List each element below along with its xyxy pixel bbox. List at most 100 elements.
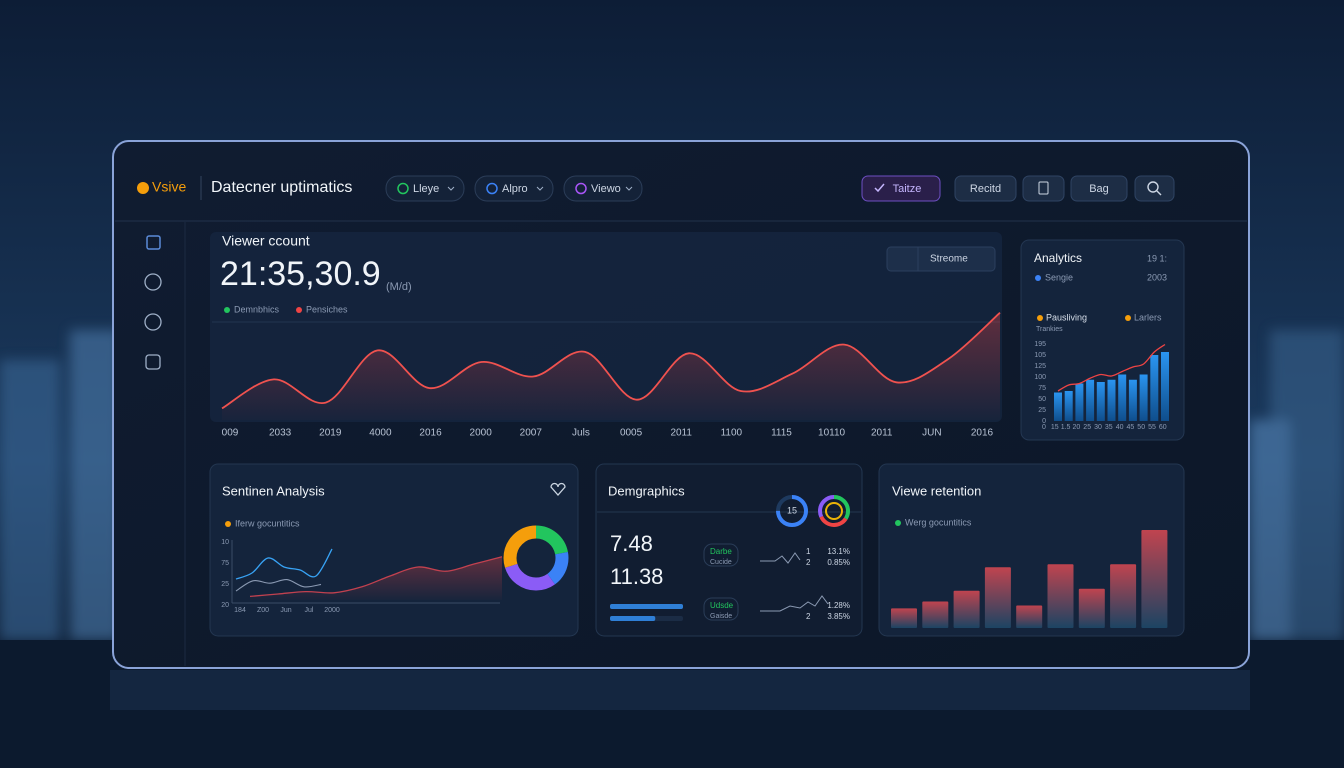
app-title: Datecner uptimatics bbox=[211, 179, 352, 196]
nav-icon[interactable] bbox=[144, 313, 162, 331]
row-label: Udsde bbox=[710, 601, 734, 610]
y-tick-label: 10 bbox=[221, 539, 229, 546]
corner-label: 19 1: bbox=[1147, 253, 1167, 263]
x-tick-label: 60 bbox=[1159, 424, 1167, 431]
x-tick-label: 20 bbox=[1073, 424, 1081, 431]
donut-segment bbox=[503, 525, 569, 591]
area bbox=[250, 556, 502, 600]
action-button[interactable] bbox=[1070, 175, 1128, 202]
doc-icon bbox=[1038, 181, 1049, 195]
y-tick-label: 105 bbox=[1034, 352, 1046, 359]
x-tick-label: 4000 bbox=[369, 428, 392, 439]
bar bbox=[1139, 374, 1148, 421]
bar bbox=[1064, 391, 1073, 421]
y-tick-label: 75 bbox=[221, 560, 229, 567]
row-label: Darbe bbox=[710, 547, 732, 556]
bar bbox=[953, 590, 980, 628]
bar bbox=[1054, 392, 1062, 421]
sidebar bbox=[144, 235, 162, 370]
nav-icon[interactable] bbox=[145, 354, 161, 370]
x-tick-label: 15 bbox=[1051, 424, 1059, 431]
gray-line bbox=[235, 579, 322, 592]
x-tick-label: 2016 bbox=[419, 428, 442, 439]
area-line bbox=[249, 556, 503, 598]
y-tick-label: 25 bbox=[1038, 407, 1046, 414]
viewer-count-value: 21:35,30.9 bbox=[220, 255, 381, 293]
row-stat: 0.85% bbox=[827, 558, 850, 567]
bar bbox=[1141, 530, 1168, 628]
x-tick-label: Z00 bbox=[257, 607, 269, 614]
dropdown[interactable] bbox=[886, 246, 996, 272]
x-tick-label: 009 bbox=[222, 428, 239, 439]
legend-label: Iferw gocuntitics bbox=[235, 518, 300, 528]
dropdown-label: Streome bbox=[930, 254, 968, 265]
donut-segment bbox=[503, 525, 569, 591]
line-area bbox=[222, 312, 1000, 420]
check-icon bbox=[874, 183, 885, 193]
nav-icon[interactable] bbox=[146, 235, 161, 250]
panel-title: Viewer ccount bbox=[222, 233, 310, 249]
metric: 11.38 bbox=[610, 564, 663, 589]
progress-bar bbox=[610, 604, 683, 609]
favorite-icon[interactable] bbox=[550, 482, 566, 496]
x-tick-label: 45 bbox=[1127, 424, 1135, 431]
bar bbox=[984, 567, 1011, 628]
x-tick-label: 25 bbox=[1083, 424, 1091, 431]
legend-dot bbox=[1037, 315, 1043, 321]
bar bbox=[891, 608, 917, 628]
x-tick-label: 2000 bbox=[470, 428, 493, 439]
sparkline bbox=[760, 552, 801, 564]
nav-icon[interactable] bbox=[144, 273, 162, 291]
legend: Demnbhics Pensiches bbox=[224, 304, 348, 314]
action-button[interactable] bbox=[861, 175, 941, 202]
donut-segment bbox=[503, 525, 569, 591]
y-tick-label: 50 bbox=[1038, 396, 1046, 403]
city-blur bbox=[0, 330, 1344, 640]
bar bbox=[1075, 383, 1084, 421]
row-stat: 1.28% bbox=[827, 601, 850, 610]
filter-dropdown[interactable] bbox=[385, 175, 465, 202]
x-tick-label: 1.5 bbox=[1061, 424, 1071, 431]
line bbox=[221, 312, 1001, 410]
brand: Vsive bbox=[152, 179, 186, 195]
action-button[interactable] bbox=[954, 175, 1017, 202]
panel-title: Analytics bbox=[1034, 251, 1082, 265]
x-tick-label: 55 bbox=[1148, 424, 1156, 431]
trend-line bbox=[1057, 343, 1166, 392]
legend-dot bbox=[225, 521, 231, 527]
ring bbox=[776, 495, 808, 527]
filter-icon bbox=[486, 182, 498, 195]
x-tick-label: 2033 bbox=[269, 428, 292, 439]
panel-title: Viewe retention bbox=[892, 483, 981, 498]
sparkline bbox=[760, 595, 829, 612]
multi-ring bbox=[818, 495, 850, 527]
search-button[interactable] bbox=[1134, 175, 1175, 202]
filters: Lleye Alpro Viewo bbox=[385, 175, 643, 202]
action-label: Recitd bbox=[970, 183, 1001, 195]
filter-dropdown[interactable] bbox=[563, 175, 643, 202]
y-tick-label: 195 bbox=[1034, 341, 1046, 348]
x-tick-label: 40 bbox=[1116, 424, 1124, 431]
x-tick-label: 184 bbox=[234, 607, 246, 614]
y-tick-label: 125 bbox=[1034, 363, 1046, 370]
progress-bars bbox=[610, 604, 683, 621]
legend-label: Pausliving bbox=[1046, 312, 1087, 322]
demographics-panel bbox=[595, 463, 863, 637]
ring-label: 15 bbox=[787, 505, 797, 515]
y-tick-label: 20 bbox=[221, 602, 229, 609]
legend-dot bbox=[895, 520, 901, 526]
bar bbox=[1150, 355, 1159, 421]
filter-dropdown[interactable] bbox=[474, 175, 554, 202]
retention-bars bbox=[891, 530, 1168, 628]
bar bbox=[922, 601, 949, 628]
filter-label: Lleye bbox=[413, 183, 439, 195]
row-stat: 2 bbox=[806, 558, 811, 567]
legend-label: Demnbhics bbox=[234, 304, 280, 314]
icon-button[interactable] bbox=[1022, 175, 1065, 202]
bar bbox=[1047, 564, 1074, 628]
x-tick-label: 2011 bbox=[871, 428, 893, 439]
legend-dot bbox=[296, 307, 302, 313]
x-tick-label: 2007 bbox=[520, 428, 543, 439]
x-tick-label: 2019 bbox=[319, 428, 342, 439]
